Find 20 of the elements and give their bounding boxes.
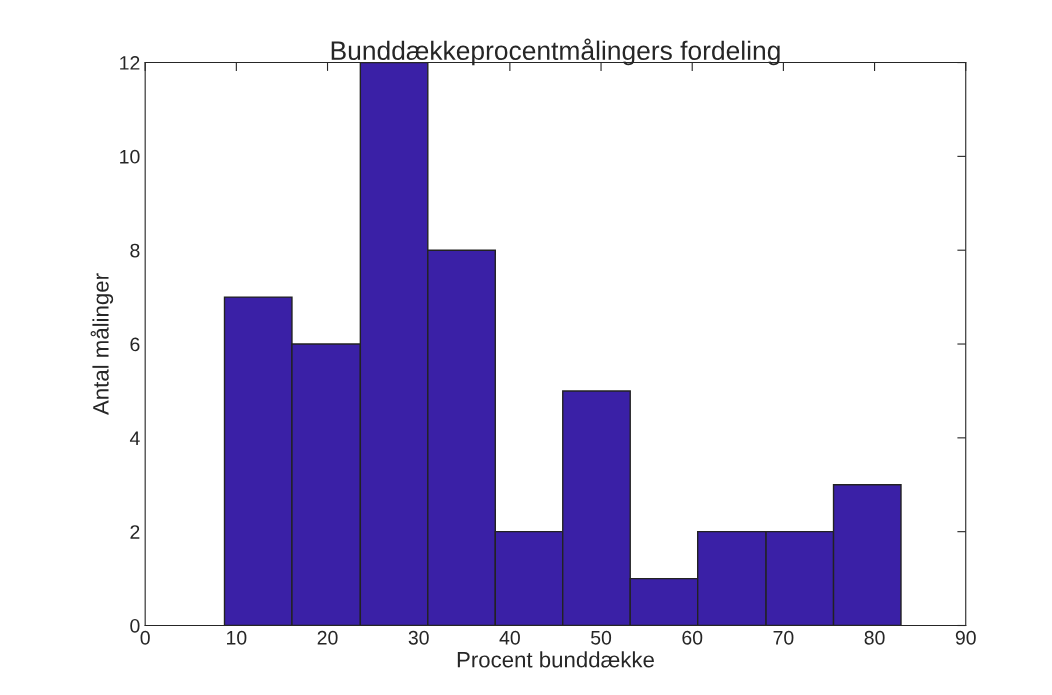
- x-tick-label: 20: [317, 630, 338, 645]
- x-axis-title: Procent bunddække: [457, 651, 654, 668]
- y-tick-label: 0: [130, 618, 140, 633]
- x-tick-label: 60: [682, 630, 703, 645]
- y-tick-label: 8: [130, 243, 140, 258]
- x-tick-label: 40: [499, 630, 520, 645]
- x-tick-label: 0: [140, 630, 150, 645]
- x-tick-label: 80: [864, 630, 885, 645]
- y-tick-label: 4: [129, 431, 140, 445]
- chart-title: Bunddækkeprocentmålingers fordeling: [331, 38, 780, 66]
- y-axis-title: Antal målinger: [90, 273, 114, 415]
- y-tick-label: 10: [120, 149, 140, 164]
- y-tick-label: 12: [120, 56, 140, 70]
- x-tick-label: 10: [227, 630, 247, 645]
- y-tick-label: 2: [130, 525, 140, 539]
- x-tick-label: 90: [955, 630, 976, 645]
- x-tick-label: 70: [773, 630, 794, 645]
- x-tick-label: 50: [591, 630, 612, 645]
- x-tick-label: 30: [408, 630, 429, 645]
- y-tick-label: 6: [130, 337, 140, 352]
